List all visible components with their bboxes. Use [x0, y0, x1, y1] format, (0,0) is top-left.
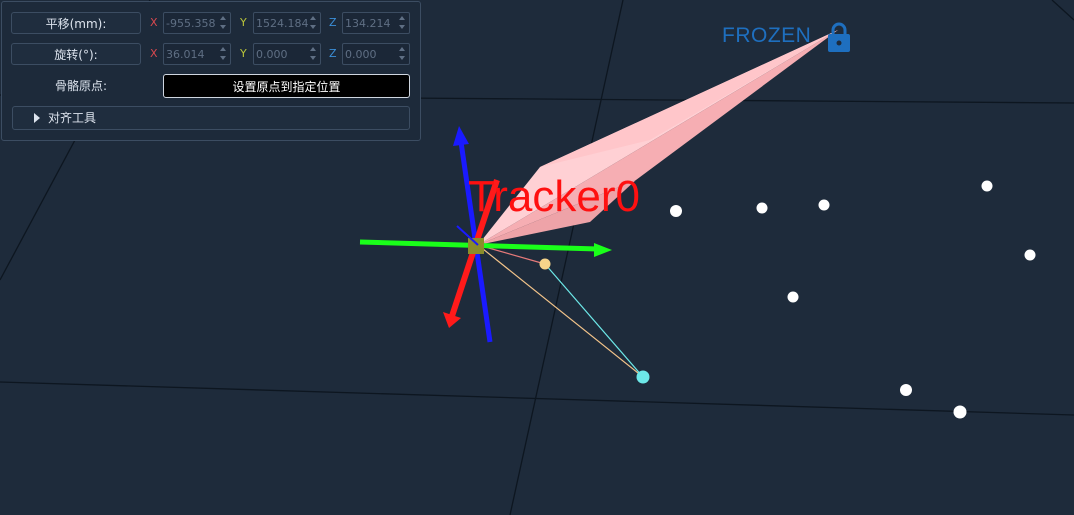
rotate-y-axis-label: Y — [240, 47, 247, 60]
spin-down-icon[interactable] — [310, 25, 316, 29]
align-tools-label: 对齐工具 — [48, 111, 97, 125]
spin-up-icon[interactable] — [220, 16, 226, 20]
joint-marker-cyan[interactable] — [636, 370, 650, 384]
rotate-x-input[interactable] — [166, 45, 218, 63]
translate-y-axis-label: Y — [240, 16, 247, 29]
frozen-label: FROZEN — [722, 24, 812, 47]
marker-point[interactable] — [670, 205, 682, 217]
grid-line — [0, 381, 1074, 416]
gizmo-center[interactable] — [468, 238, 484, 254]
translate-z-input[interactable] — [345, 14, 397, 32]
rotate-x-stepper[interactable] — [163, 43, 231, 65]
gizmo-small-axis — [456, 225, 479, 246]
link-line — [477, 244, 644, 378]
align-tools-section[interactable]: 对齐工具 — [12, 106, 410, 130]
rotate-z-stepper[interactable] — [342, 43, 410, 65]
translate-label: 平移(mm): — [11, 12, 141, 34]
spin-up-icon[interactable] — [220, 47, 226, 51]
bone-origin-label: 骨骼原点: — [54, 79, 108, 93]
translate-x-axis-label: X — [150, 16, 158, 29]
translate-y-input[interactable] — [256, 14, 308, 32]
spin-up-icon[interactable] — [310, 47, 316, 51]
marker-point[interactable] — [953, 405, 967, 419]
tracker-face — [478, 180, 636, 245]
gizmo-arrow-y[interactable] — [594, 243, 612, 257]
spin-up-icon[interactable] — [399, 47, 405, 51]
spin-down-icon[interactable] — [399, 25, 405, 29]
spin-down-icon[interactable] — [220, 56, 226, 60]
rotate-x-axis-label: X — [150, 47, 158, 60]
bone-property-panel: 平移(mm): X Y Z 旋转(°): X Y Z 骨骼原点: 设置原点到指定… — [1, 1, 421, 141]
spin-down-icon[interactable] — [399, 56, 405, 60]
marker-point[interactable] — [1024, 249, 1036, 261]
translate-z-stepper[interactable] — [342, 12, 410, 34]
marker-point[interactable] — [756, 202, 768, 214]
lock-icon[interactable] — [826, 21, 852, 53]
gizmo-arrow-x[interactable] — [443, 312, 461, 328]
tracker-name-label: Tracker0 — [468, 172, 640, 221]
skeleton-links — [477, 244, 644, 378]
translate-x-input[interactable] — [166, 14, 218, 32]
spin-up-icon[interactable] — [399, 16, 405, 20]
spin-down-icon[interactable] — [220, 25, 226, 29]
set-origin-button[interactable]: 设置原点到指定位置 — [163, 74, 410, 98]
tracker-body[interactable] — [478, 30, 838, 245]
rotate-label: 旋转(°): — [11, 43, 141, 65]
tracker-face — [478, 30, 838, 245]
rotate-z-input[interactable] — [345, 45, 397, 63]
expand-triangle-icon[interactable] — [34, 113, 40, 123]
tracker-face — [540, 30, 838, 167]
marker-point[interactable] — [818, 199, 830, 211]
joint-marker[interactable] — [539, 258, 551, 270]
link-line — [544, 263, 644, 378]
transform-gizmo[interactable] — [359, 126, 612, 343]
marker-points[interactable] — [670, 180, 1036, 419]
marker-point[interactable] — [787, 291, 799, 303]
marker-point[interactable] — [900, 384, 912, 396]
translate-y-stepper[interactable] — [253, 12, 321, 34]
translate-z-axis-label: Z — [329, 16, 337, 29]
rotate-y-stepper[interactable] — [253, 43, 321, 65]
translate-x-stepper[interactable] — [163, 12, 231, 34]
marker-point[interactable] — [981, 180, 993, 192]
grid-line — [509, 0, 624, 515]
spin-up-icon[interactable] — [310, 16, 316, 20]
grid-line — [1051, 0, 1074, 21]
spin-down-icon[interactable] — [310, 56, 316, 60]
rotate-y-input[interactable] — [256, 45, 308, 63]
rotate-z-axis-label: Z — [329, 47, 337, 60]
gizmo-arrow-z[interactable] — [453, 126, 469, 146]
